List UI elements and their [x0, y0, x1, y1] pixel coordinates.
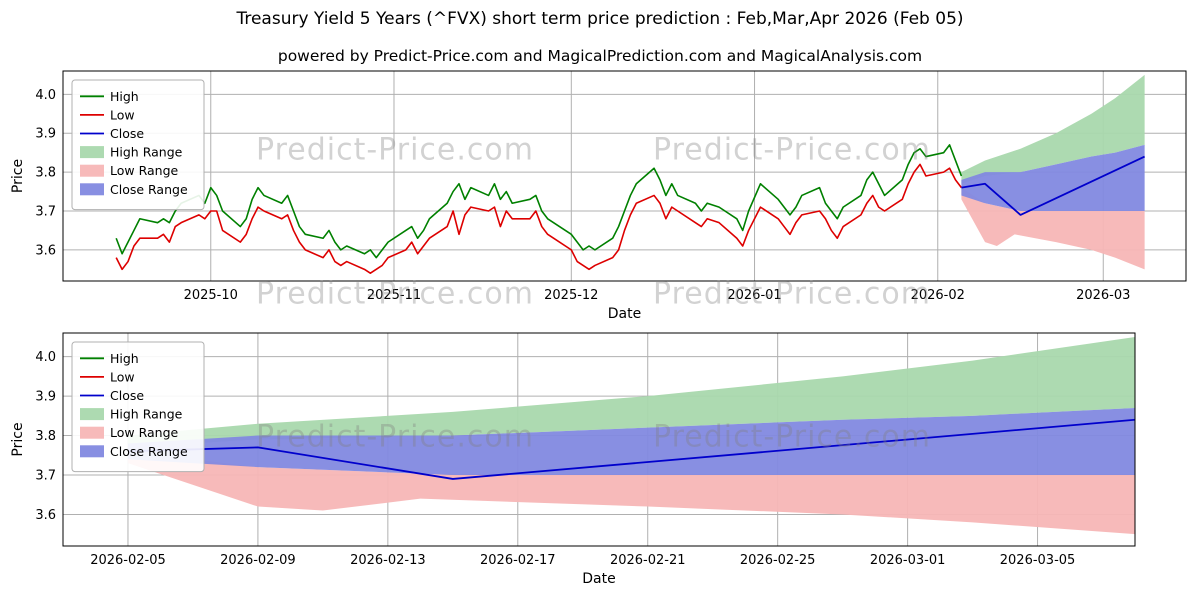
x-tick-label: 2026-03 — [1076, 288, 1130, 303]
legend-label: Low Range — [110, 425, 179, 440]
x-tick-label: 2026-02 — [911, 288, 965, 303]
legend-label: High Range — [110, 407, 183, 422]
y-tick-label: 3.9 — [35, 390, 56, 405]
x-tick-label: 2025-10 — [184, 288, 238, 303]
legend-label: High — [110, 351, 139, 366]
legend-label: Close Range — [110, 444, 188, 459]
y-tick-label: 3.9 — [35, 127, 56, 142]
legend-item-high-range: High Range — [80, 145, 183, 160]
low-range-band — [961, 187, 1145, 270]
top-chart: 3.6 3.7 3.8 3.9 4.0 2025-10 2025-11 2025-12 2026… — [10, 70, 1187, 322]
x-axis-label: Date — [582, 571, 615, 587]
y-tick-label: 3.8 — [35, 166, 56, 181]
close-range-band — [961, 144, 1145, 211]
y-axis-label: Price — [10, 159, 26, 193]
page-title: Treasury Yield 5 Years (^FVX) short term… — [236, 9, 964, 29]
low-line — [115, 163, 963, 275]
legend-label: Close — [110, 126, 144, 141]
legend-label: High Range — [110, 145, 183, 160]
legend-swatch — [80, 426, 104, 439]
legend-label: Low — [110, 107, 135, 122]
legend-label: Close — [110, 388, 144, 403]
y-tick-label: 3.7 — [35, 205, 56, 220]
legend-swatch — [80, 445, 104, 458]
legend-swatch — [80, 408, 104, 421]
y-tick-label: 3.8 — [35, 429, 56, 444]
y-axis-label: Price — [10, 422, 26, 456]
legend-item-low-range: Low Range — [80, 163, 179, 178]
x-tick-label: 2026-01 — [727, 288, 781, 303]
y-tick-label: 3.7 — [35, 469, 56, 484]
legend-item-low-range: Low Range — [80, 425, 179, 440]
legend-item-low: Low — [80, 107, 135, 122]
x-tick-label: 2025-12 — [544, 288, 598, 303]
high-range-band — [961, 74, 1145, 184]
x-axis-label: Date — [608, 306, 641, 322]
legend-label: Low Range — [110, 163, 179, 178]
legend-item-close: Close — [80, 126, 144, 141]
high-line — [115, 144, 963, 259]
legend-item-high-range: High Range — [80, 407, 183, 422]
plot-border — [62, 70, 1187, 282]
legend-label: High — [110, 89, 139, 104]
x-tick-label: 2026-02-21 — [610, 553, 686, 568]
legend-item-high: High — [80, 89, 139, 104]
legend-label: Close Range — [110, 182, 188, 197]
low-range-band — [127, 451, 1135, 535]
legend-swatch — [80, 183, 104, 196]
legend-box — [71, 341, 205, 473]
y-tick-label: 3.6 — [35, 243, 56, 258]
close-range-band — [127, 407, 1135, 475]
bottom-chart: 3.6 3.7 3.8 3.9 4.0 2026-02-05 2026-02-09 2026-… — [10, 332, 1136, 587]
x-tick-label: 2026-02-17 — [480, 553, 556, 568]
legend-box — [71, 79, 205, 211]
legend-item-close-range: Close Range — [80, 444, 188, 459]
x-tick-label: 2026-03-01 — [870, 553, 946, 568]
legend-label: Low — [110, 369, 135, 384]
plot-border — [62, 332, 1136, 547]
legend-item-close-range: Close Range — [80, 182, 188, 197]
legend-swatch — [80, 164, 104, 177]
legend-item-high: High — [80, 351, 139, 366]
x-tick-label: 2025-11 — [367, 288, 421, 303]
high-range-band — [127, 336, 1135, 448]
y-tick-label: 4.0 — [35, 350, 56, 365]
legend-item-close: Close — [80, 388, 144, 403]
x-tick-label: 2026-02-05 — [90, 553, 166, 568]
legend-item-low: Low — [80, 369, 135, 384]
x-tick-label: 2026-03-05 — [1000, 553, 1076, 568]
x-tick-label: 2026-02-09 — [220, 553, 296, 568]
close-line — [961, 155, 1146, 216]
legend-swatch — [80, 146, 104, 159]
page-subtitle: powered by Predict-Price.com and Magical… — [277, 47, 923, 65]
y-tick-label: 4.0 — [35, 88, 56, 103]
x-tick-label: 2026-02-13 — [350, 553, 426, 568]
y-tick-label: 3.6 — [35, 508, 56, 523]
x-tick-label: 2026-02-25 — [740, 553, 816, 568]
